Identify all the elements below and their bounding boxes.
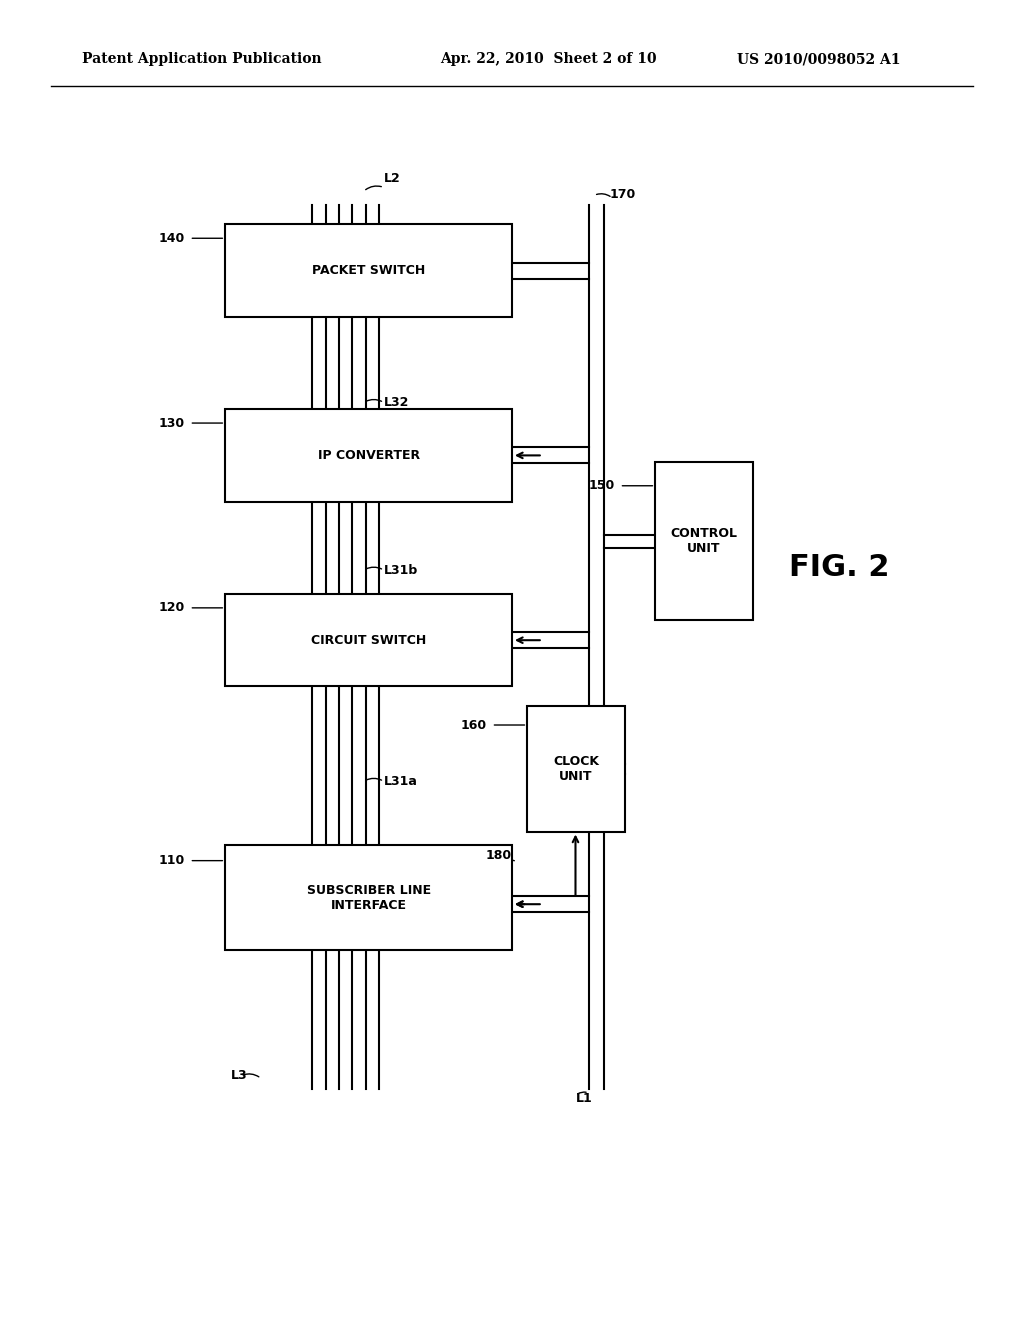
Text: L31a: L31a bbox=[384, 775, 418, 788]
Text: L31b: L31b bbox=[384, 564, 418, 577]
Text: L32: L32 bbox=[384, 396, 410, 409]
Text: 160: 160 bbox=[460, 718, 486, 731]
FancyBboxPatch shape bbox=[225, 409, 512, 502]
Text: CIRCUIT SWITCH: CIRCUIT SWITCH bbox=[311, 634, 426, 647]
Text: 130: 130 bbox=[158, 417, 184, 429]
Text: 110: 110 bbox=[158, 854, 184, 867]
Text: 170: 170 bbox=[609, 187, 636, 201]
Text: L3: L3 bbox=[230, 1069, 247, 1082]
Text: FIG. 2: FIG. 2 bbox=[790, 553, 890, 582]
FancyBboxPatch shape bbox=[527, 706, 625, 832]
FancyBboxPatch shape bbox=[225, 845, 512, 950]
Text: L1: L1 bbox=[575, 1092, 592, 1105]
Text: L2: L2 bbox=[384, 172, 400, 185]
Text: PACKET SWITCH: PACKET SWITCH bbox=[312, 264, 425, 277]
Text: 120: 120 bbox=[158, 602, 184, 614]
FancyBboxPatch shape bbox=[225, 224, 512, 317]
FancyBboxPatch shape bbox=[225, 594, 512, 686]
FancyBboxPatch shape bbox=[655, 462, 753, 620]
Text: 150: 150 bbox=[588, 479, 614, 492]
Text: IP CONVERTER: IP CONVERTER bbox=[317, 449, 420, 462]
Text: Apr. 22, 2010  Sheet 2 of 10: Apr. 22, 2010 Sheet 2 of 10 bbox=[440, 53, 657, 66]
Text: 180: 180 bbox=[485, 849, 512, 862]
Text: SUBSCRIBER LINE
INTERFACE: SUBSCRIBER LINE INTERFACE bbox=[306, 883, 431, 912]
Text: CLOCK
UNIT: CLOCK UNIT bbox=[553, 755, 599, 783]
Text: CONTROL
UNIT: CONTROL UNIT bbox=[671, 527, 737, 556]
Text: US 2010/0098052 A1: US 2010/0098052 A1 bbox=[737, 53, 901, 66]
Text: 140: 140 bbox=[158, 232, 184, 244]
Text: Patent Application Publication: Patent Application Publication bbox=[82, 53, 322, 66]
